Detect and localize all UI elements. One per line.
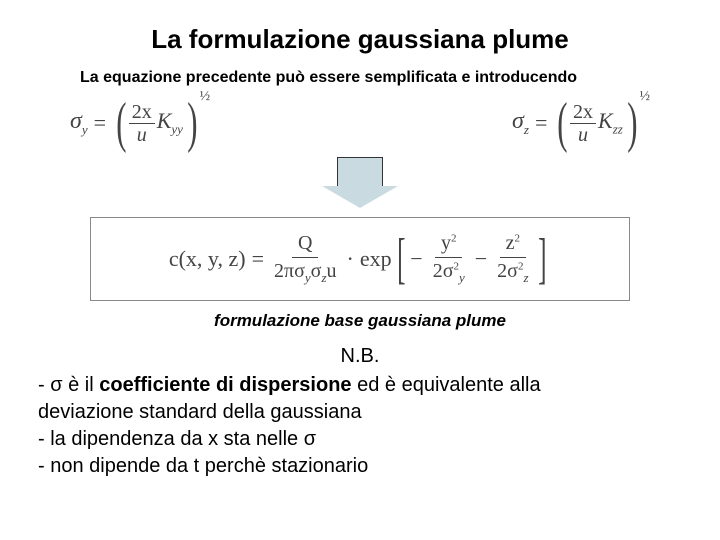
main-formula: c(x, y, z) = Q 2πσyσzu · exp [ − y2 2σ2y… [169, 232, 551, 286]
sigma-y-sub: y [82, 122, 88, 137]
fraction-2x-u: 2x u [129, 102, 155, 145]
sigma-y-sub: y [459, 270, 465, 285]
fraction-q: Q 2πσyσzu [274, 232, 337, 286]
note-text: - σ è il [38, 374, 99, 396]
minus-sign: − [475, 246, 487, 272]
z-symbol: z [506, 232, 515, 254]
page-title: La formulazione gaussiana plume [30, 24, 690, 55]
left-paren: ( [116, 95, 126, 151]
notes-block: N.B. - σ è il coefficiente di dispersion… [38, 343, 682, 480]
dot: · [347, 246, 354, 272]
squared: 2 [451, 232, 457, 244]
right-paren: ) [187, 95, 197, 151]
nb-label: N.B. [38, 343, 682, 370]
sigma-symbol: σ [70, 108, 82, 134]
fraction-y2: y2 2σ2y [433, 232, 465, 286]
two-pi: 2π [274, 260, 294, 282]
right-paren: ) [627, 95, 637, 151]
note-bold-text: coefficiente di dispersione [99, 374, 351, 396]
arrow-container [30, 157, 690, 213]
main-formula-box: c(x, y, z) = Q 2πσyσzu · exp [ − y2 2σ2y… [90, 217, 630, 301]
equals-sign: = [252, 246, 264, 272]
down-arrow-icon [322, 157, 398, 208]
note-text: ed è equivalente alla [352, 374, 541, 396]
fraction-z2: z2 2σ2z [497, 232, 528, 286]
note-line-4: - non dipende da t perchè stazionario [38, 453, 682, 480]
sigma-y: σ [294, 260, 305, 282]
note-line-2: deviazione standard della gaussiana [38, 399, 682, 426]
k-zz-sub: zz [613, 122, 623, 137]
c-symbol: c [169, 246, 179, 272]
slide: La formulazione gaussiana plume La equaz… [0, 0, 720, 540]
exponent-half: ½ [640, 89, 651, 105]
k-symbol: K [598, 108, 613, 133]
two: 2 [433, 260, 443, 282]
formula-caption: formulazione base gaussiana plume [30, 311, 690, 331]
y-symbol: y [441, 232, 451, 254]
sigma-z-sub: z [523, 270, 528, 285]
c-args: (x, y, z) [179, 246, 246, 272]
left-paren: ( [558, 95, 568, 151]
minus-sign: − [410, 246, 422, 272]
sigma-symbol: σ [512, 108, 524, 134]
denominator: u [137, 124, 147, 145]
denominator: u [578, 124, 588, 145]
numerator: 2x [573, 101, 593, 123]
left-bracket: [ [397, 233, 405, 285]
note-line-3: - la dipendenza da x sta nelle σ [38, 426, 682, 453]
u-symbol: u [327, 260, 337, 282]
equals-sign: = [94, 110, 106, 136]
note-line-1: - σ è il coefficiente di dispersione ed … [38, 372, 682, 399]
exp-content: − y2 2σ2y − z2 2σ2z [410, 232, 532, 286]
exp-label: exp [360, 246, 392, 272]
equals-sign: = [535, 110, 547, 136]
equation-row: σy = ( 2x u Kyy ) ½ σz = ( 2x u Kzz ) ½ [70, 95, 650, 151]
sigma-z-sub: z [524, 122, 529, 137]
numerator: 2x [132, 101, 152, 123]
k-symbol: K [157, 108, 172, 133]
sigma-y: σ [443, 260, 454, 282]
equation-sigma-y: σy = ( 2x u Kyy ) ½ [70, 95, 210, 151]
sigma-z: σ [507, 260, 518, 282]
k-yy-sub: yy [171, 122, 183, 137]
right-bracket: ] [538, 233, 546, 285]
fraction-2x-u: 2x u [570, 102, 596, 145]
two: 2 [497, 260, 507, 282]
equation-sigma-z: σz = ( 2x u Kzz ) ½ [512, 95, 650, 151]
exponent-half: ½ [200, 89, 211, 105]
q-denominator: 2πσyσzu [274, 258, 337, 286]
q-numerator: Q [292, 232, 318, 258]
sigma-z: σ [311, 260, 322, 282]
squared: 2 [515, 232, 521, 244]
subtitle: La equazione precedente può essere sempl… [80, 69, 690, 87]
